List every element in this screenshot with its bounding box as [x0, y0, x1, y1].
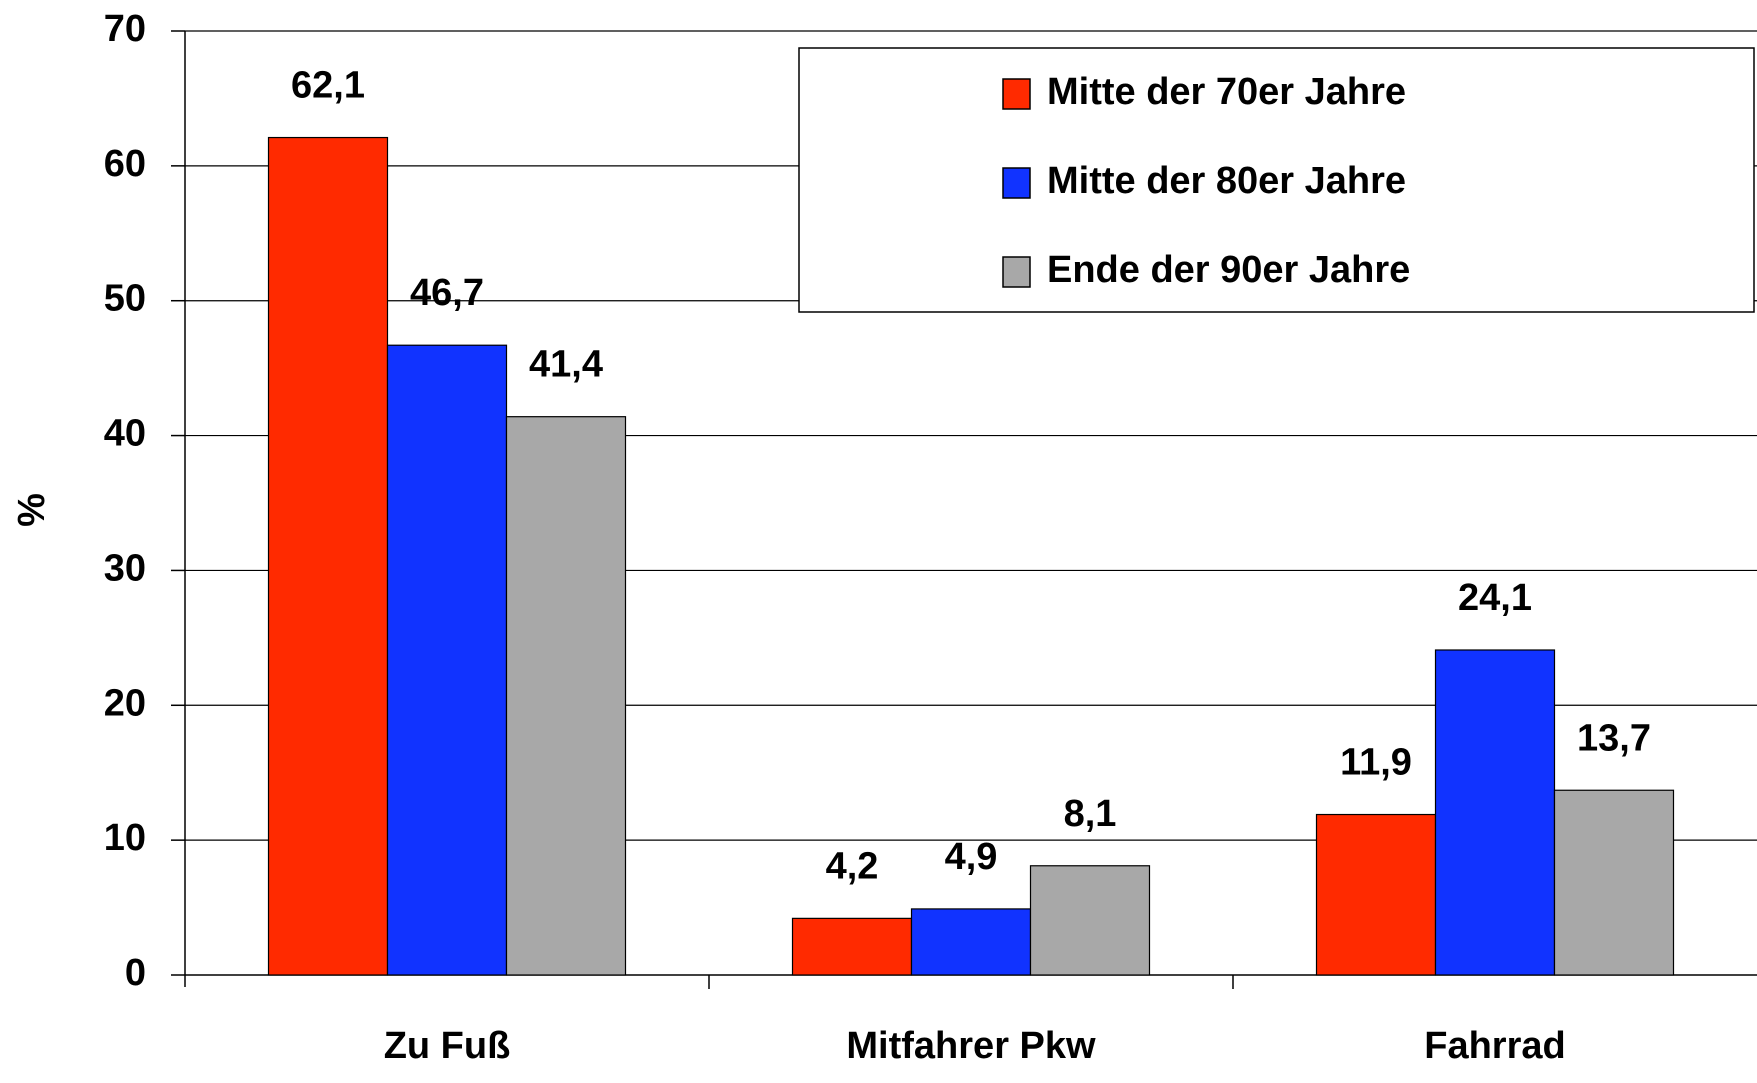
bar — [267, 136, 389, 976]
x-tick-label: Zu Fuß — [384, 1025, 511, 1067]
legend-label: Mitte der 80er Jahre — [1047, 160, 1406, 202]
y-tick-label: 0 — [125, 952, 146, 994]
y-tick-label: 20 — [104, 682, 146, 724]
legend-label: Mitte der 70er Jahre — [1047, 71, 1406, 113]
bar — [910, 908, 1032, 976]
bar — [1029, 865, 1151, 976]
value-label: 4,2 — [826, 845, 879, 887]
y-tick-label: 40 — [104, 413, 146, 455]
legend-swatch — [1002, 256, 1031, 288]
y-tick-label: 60 — [104, 143, 146, 185]
value-label: 8,1 — [1064, 793, 1117, 835]
legend-box — [798, 47, 1755, 313]
legend-label: Ende der 90er Jahre — [1047, 249, 1410, 291]
value-label: 13,7 — [1577, 717, 1651, 759]
x-tick-label: Fahrrad — [1424, 1025, 1565, 1067]
value-label: 41,4 — [529, 344, 603, 386]
value-label: 46,7 — [410, 272, 484, 314]
legend-swatch — [1002, 167, 1031, 199]
value-label: 24,1 — [1458, 577, 1532, 619]
value-label: 11,9 — [1340, 742, 1412, 784]
bar — [791, 917, 913, 976]
value-label: 62,1 — [291, 65, 365, 107]
y-tick-label: 70 — [104, 8, 146, 50]
bar — [505, 416, 627, 976]
legend-swatch — [1002, 78, 1031, 110]
bar — [1315, 813, 1437, 976]
bar — [386, 344, 508, 976]
y-tick-label: 50 — [104, 278, 146, 320]
y-tick-label: 10 — [104, 817, 146, 859]
value-label: 4,9 — [945, 836, 998, 878]
bar — [1434, 649, 1556, 976]
x-tick-label: Mitfahrer Pkw — [846, 1025, 1096, 1067]
y-axis-label: % — [11, 493, 53, 527]
bar — [1553, 789, 1675, 976]
y-tick-label: 30 — [104, 547, 146, 589]
